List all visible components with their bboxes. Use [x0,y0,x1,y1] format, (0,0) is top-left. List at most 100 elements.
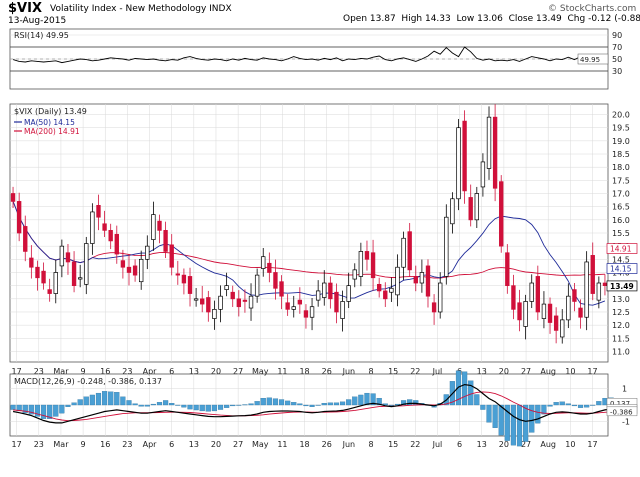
candle-body [376,283,382,292]
price-x-tick-label: 23 [34,367,44,376]
macd-x-tick-label: 22 [410,440,420,449]
macd-histogram-bar [327,402,333,406]
macd-histogram-bar [492,404,498,428]
price-tick-label: 12.0 [612,321,630,330]
macd-histogram-bar [83,396,89,406]
candle-body [602,282,608,287]
candle-body [309,306,315,318]
price-x-tick-label: 17 [12,367,22,376]
price-tag-label: 14.15 [610,265,632,274]
candle-body [145,245,150,260]
price-x-tick-label: 23 [122,367,132,376]
candle-body [206,297,211,313]
macd-histogram-bar [47,404,53,419]
macd-histogram-bar [40,404,47,419]
price-tick-label: 15.5 [612,229,630,238]
candle-body [407,231,412,271]
price-tick-label: 17.5 [612,176,630,185]
macd-x-tick-label: 8 [368,440,373,449]
macd-histogram-bar [114,392,120,406]
rsi-line [12,46,605,64]
candle-body [346,285,351,302]
candle-body [53,272,58,294]
macd-histogram-bar [285,400,291,406]
candle-body [480,161,486,188]
macd-tick-label: 1 [622,385,627,394]
macd-histogram-bar [535,404,541,424]
candle-body [248,295,254,309]
macd-histogram-bar [382,403,388,406]
macd-histogram-bar [278,399,285,406]
chart-symbol: $VIX [8,1,42,16]
price-tick-label: 16.0 [612,216,630,225]
price-x-tick-label: 13 [189,367,199,376]
macd-x-tick-label: 20 [211,440,221,449]
macd-x-tick-label: 27 [521,440,531,449]
candle-body [23,226,28,252]
candle-body [474,193,479,221]
candle-body [291,306,296,310]
candle-body [169,244,174,268]
macd-tag-label: -0.386 [610,408,633,416]
macd-histogram-bar [590,404,596,406]
candle-body [200,298,205,305]
rsi-tick-label: 90 [612,31,622,40]
candle-body [16,201,22,234]
macd-histogram-bar [236,404,242,406]
low-label: Low [456,14,475,24]
candle-body [108,230,113,242]
macd-histogram-bar [315,404,321,406]
macd-histogram-bar [65,404,71,407]
macd-tick-label: -1 [622,417,630,426]
macd-histogram-bar [132,403,138,406]
price-tag-label: 13.49 [610,282,634,291]
macd-histogram-bar [504,404,510,441]
candle-body [419,272,425,284]
macd-histogram-bar [230,404,236,407]
macd-histogram-bar [28,404,34,415]
price-tick-label: 13.0 [612,295,630,304]
macd-histogram-bar [101,391,108,406]
price-tag-label: 14.91 [610,245,632,254]
macd-histogram-bar [480,404,486,410]
macd-tag-box [606,406,638,417]
candle-body [511,285,516,310]
macd-tag-label: 0.137 [610,400,630,408]
price-x-tick-label: 17 [587,367,597,376]
price-x-tick-label: 8 [368,367,373,376]
macd-x-tick-label: 17 [587,440,597,449]
candle-body [132,265,138,276]
candle-body [218,295,223,310]
change-value: -0.12 (-0.88%) [588,14,640,24]
candle-body [273,272,278,289]
macd-histogram-bar [193,404,199,411]
rsi-value-tag-box [577,53,609,65]
macd-histogram-bar [364,392,370,406]
candle-body [236,298,242,308]
macd-histogram-bar [291,402,297,406]
macd-histogram-bar [529,404,535,433]
macd-histogram-bar [510,404,517,446]
candle-body [364,251,370,260]
candle-body [163,230,168,252]
price-x-tick-label: 9 [81,367,86,376]
candle-body [431,302,437,313]
candle-body [10,193,16,202]
macd-histogram-bar [144,404,150,407]
watermark: © StockCharts.com [548,4,637,14]
macd-histogram-bar [370,393,376,406]
rsi-tick-label: 50 [612,55,622,64]
price-tick-label: 18.5 [612,150,630,159]
price-tick-label: 14.5 [612,255,630,264]
macd-x-tick-label: 15 [388,440,398,449]
macd-histogram-bar [22,404,28,413]
candle-body [77,277,83,280]
candle-body [41,270,46,284]
macd-x-tick-label: 27 [233,440,243,449]
macd-x-tick-label: 10 [565,440,575,449]
macd-histogram-bar [394,403,401,406]
macd-histogram-bar [53,404,59,417]
candle-body [181,274,187,284]
macd-histogram-bar [77,399,83,406]
candle-body [242,299,248,302]
